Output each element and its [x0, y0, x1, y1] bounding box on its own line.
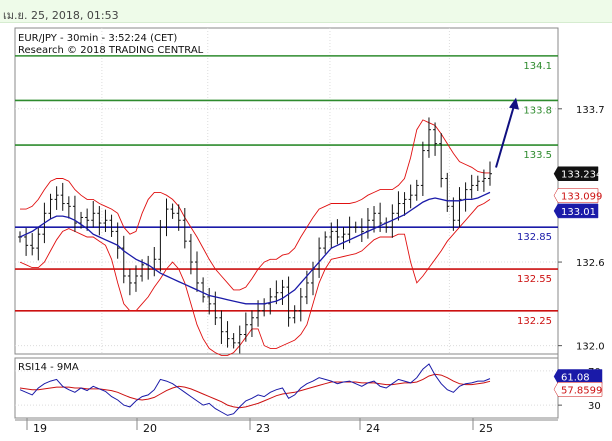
chart-title: EUR/JPY - 30min - 3:52:24 (CET) — [18, 33, 177, 44]
price-tick-label: 132.6 — [576, 258, 605, 269]
grid — [15, 28, 558, 354]
chart-subtitle: Research © 2018 TRADING CENTRAL — [18, 45, 204, 56]
level-lines: 134.1 133.8 133.5 132.85 132.55 132.25 — [15, 55, 558, 327]
time-tick-label: 19 — [33, 422, 47, 435]
moving-average-line — [19, 191, 491, 305]
time-tick-label: 23 — [256, 422, 270, 435]
forecast-arrow — [495, 97, 519, 168]
rsi-tag-label: 57.8599 — [561, 385, 602, 396]
level-label: 132.25 — [517, 316, 552, 327]
level-label: 132.85 — [517, 232, 552, 243]
price-tag-label: 133.234 — [561, 170, 602, 181]
price-tag: 133.099 — [553, 188, 602, 203]
level-label: 133.8 — [523, 105, 552, 116]
price-tick-label: 132.0 — [576, 342, 605, 353]
price-tag-box — [553, 188, 599, 203]
time-tick-label: 24 — [366, 422, 380, 435]
price-tags: 133.234 133.099 133.01 — [553, 166, 602, 219]
rsi-tick-label: 30 — [588, 401, 601, 412]
time-tick-label: 20 — [143, 422, 157, 435]
rsi-title: RSI14 - 9MA — [18, 362, 79, 373]
time-axis: 19 20 23 24 25 — [15, 418, 558, 435]
price-tick-label: 133.7 — [576, 105, 605, 116]
moving-average — [19, 191, 491, 305]
price-tag-box — [553, 203, 599, 219]
level-label: 134.1 — [523, 61, 552, 72]
rsi-tag: 57.8599 — [553, 382, 603, 397]
price-axis: 132.0 132.6 133.7 — [558, 105, 605, 353]
bollinger-upper — [20, 119, 490, 291]
rsi-tag-label: 61.08 — [561, 373, 590, 384]
forecast-arrow-head — [509, 97, 519, 110]
main-panel — [14, 27, 559, 355]
level-label: 132.55 — [517, 274, 552, 285]
rsi-tag: 61.08 — [553, 369, 603, 384]
bollinger-lower — [19, 199, 491, 356]
price-tag-label: 133.099 — [561, 192, 602, 203]
price-tag-box — [553, 166, 599, 181]
level-label: 133.5 — [523, 150, 552, 161]
time-tick-label: 25 — [479, 422, 493, 435]
forecast-arrow-shaft — [495, 105, 515, 168]
price-tag-label: 133.01 — [561, 207, 596, 218]
status-bar: เม.ย. 25, 2018, 01:53 — [0, 0, 612, 23]
price-tag: 133.234 — [553, 166, 602, 181]
price-tag: 133.01 — [553, 203, 599, 219]
timestamp: เม.ย. 25, 2018, 01:53 — [3, 9, 119, 22]
rsi-panel — [14, 357, 559, 419]
rsi-tag-box — [553, 382, 603, 397]
rsi-tag-box — [553, 369, 603, 384]
rsi-line — [19, 363, 491, 416]
bollinger-bands — [19, 119, 491, 356]
